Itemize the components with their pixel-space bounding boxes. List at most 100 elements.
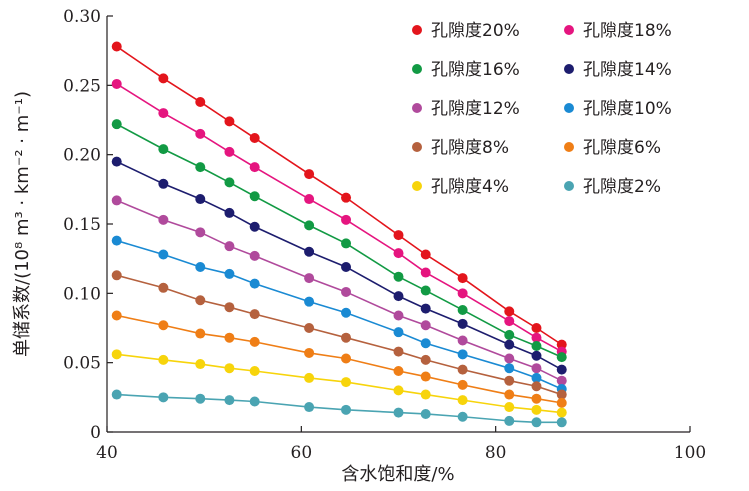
data-point	[556, 352, 567, 363]
legend-label: 孔隙度8%	[431, 138, 509, 158]
data-point	[457, 318, 468, 329]
data-point	[304, 402, 315, 413]
data-point	[457, 395, 468, 406]
legend-marker	[564, 181, 574, 191]
y-tick-label: 0.20	[63, 146, 101, 166]
data-point	[420, 303, 431, 314]
data-point	[420, 285, 431, 296]
legend-label: 孔隙度14%	[583, 60, 672, 80]
series-line	[116, 393, 562, 424]
data-point	[111, 270, 122, 281]
legend-label: 孔隙度6%	[583, 138, 661, 158]
series-group	[111, 41, 567, 350]
series-line	[116, 314, 562, 404]
data-point	[304, 246, 315, 257]
data-point	[420, 267, 431, 278]
data-point	[531, 323, 542, 333]
y-tick-label: 0.15	[63, 215, 101, 235]
data-point	[457, 364, 468, 375]
data-point	[393, 365, 404, 376]
legend-item: 孔隙度12%	[412, 99, 520, 119]
data-point	[556, 407, 567, 418]
data-point	[420, 249, 431, 260]
series-group	[111, 195, 567, 386]
x-tick-label: 40	[96, 443, 118, 463]
y-tick-label: 0.10	[63, 284, 101, 304]
legend-marker	[564, 142, 574, 152]
legend-label: 孔隙度18%	[583, 21, 672, 41]
legend-marker	[412, 103, 422, 113]
data-point	[158, 108, 169, 119]
data-point	[304, 347, 315, 358]
data-point	[420, 371, 431, 382]
data-point	[393, 230, 404, 241]
data-point	[556, 397, 567, 408]
data-point	[341, 238, 352, 249]
x-tick-label: 100	[674, 443, 706, 463]
legend-marker	[412, 142, 422, 152]
data-point	[504, 329, 515, 340]
data-point	[531, 417, 542, 428]
data-point	[393, 385, 404, 396]
series-group	[111, 119, 567, 363]
data-point	[556, 339, 567, 350]
data-point	[531, 332, 542, 343]
data-point	[393, 248, 404, 259]
data-point	[457, 379, 468, 390]
legend-marker	[564, 64, 574, 74]
legend-item: 孔隙度10%	[564, 99, 672, 119]
data-point	[341, 214, 352, 225]
data-point	[504, 363, 515, 374]
legend-marker	[564, 25, 574, 35]
data-point	[249, 309, 260, 320]
data-point	[304, 372, 315, 383]
x-axis-title: 含水饱和度/%	[341, 464, 454, 485]
data-point	[158, 320, 169, 331]
legend: 孔隙度20% 孔隙度18% 孔隙度16% 孔隙度14% 孔隙度12% 孔隙度10% 孔隙度8…	[412, 21, 672, 197]
data-point	[111, 389, 122, 400]
data-point	[531, 350, 542, 361]
data-point	[195, 227, 206, 238]
data-point	[531, 393, 542, 404]
legend-item: 孔隙度20%	[412, 21, 520, 41]
data-point	[393, 346, 404, 357]
data-point	[531, 404, 542, 415]
legend-marker	[564, 103, 574, 113]
data-point	[158, 392, 169, 403]
legend-item: 孔隙度18%	[564, 21, 672, 41]
data-point	[249, 336, 260, 347]
data-point	[393, 327, 404, 338]
data-point	[457, 273, 468, 284]
data-point	[224, 207, 235, 218]
data-point	[249, 162, 260, 173]
data-point	[393, 291, 404, 302]
legend-item: 孔隙度4%	[412, 177, 509, 197]
data-point	[111, 310, 122, 321]
series-group	[111, 78, 567, 357]
data-point	[341, 353, 352, 364]
data-point	[111, 119, 122, 130]
data-point	[158, 73, 169, 84]
data-point	[504, 375, 515, 386]
data-point	[556, 375, 567, 386]
data-point	[457, 335, 468, 346]
data-point	[249, 278, 260, 289]
legend-item: 孔隙度6%	[564, 138, 661, 158]
y-tick-label: 0.05	[63, 354, 101, 374]
data-point	[420, 389, 431, 400]
data-point	[556, 417, 567, 428]
data-point	[341, 286, 352, 297]
data-point	[341, 404, 352, 415]
legend-label: 孔隙度2%	[583, 177, 661, 197]
data-point	[341, 261, 352, 272]
data-point	[111, 349, 122, 360]
data-point	[420, 338, 431, 349]
data-point	[158, 282, 169, 293]
data-point	[304, 323, 315, 333]
data-point	[304, 169, 315, 180]
legend-item: 孔隙度16%	[412, 60, 520, 80]
data-point	[224, 241, 235, 252]
series-group	[111, 349, 567, 418]
series-group	[111, 270, 567, 400]
